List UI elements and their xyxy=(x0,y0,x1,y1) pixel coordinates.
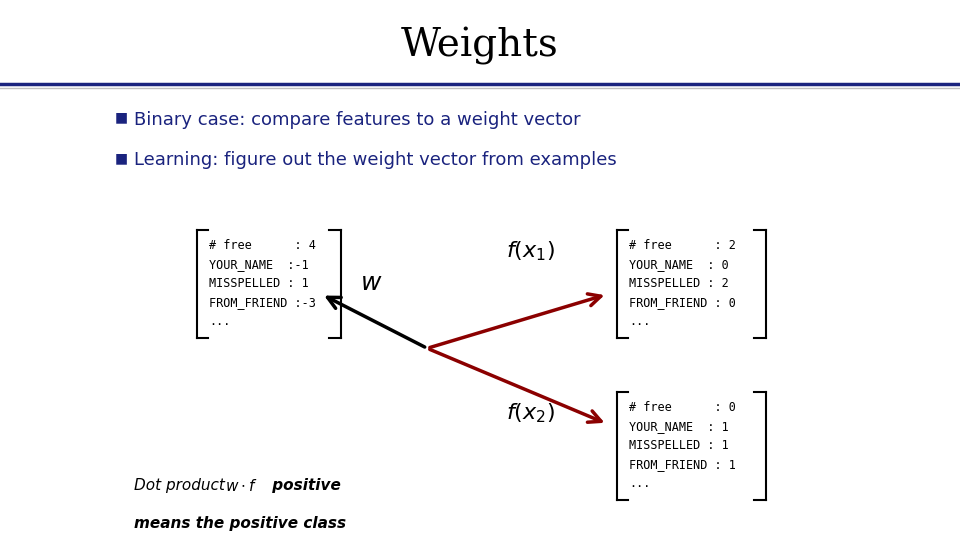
Text: positive: positive xyxy=(267,478,341,493)
Text: $w \cdot f$: $w \cdot f$ xyxy=(225,478,257,494)
Text: Weights: Weights xyxy=(401,27,559,65)
Text: # free      : 4
YOUR_NAME  :-1
MISSPELLED : 1
FROM_FRIEND :-3
...: # free : 4 YOUR_NAME :-1 MISSPELLED : 1 … xyxy=(209,239,316,328)
Text: # free      : 0
YOUR_NAME  : 1
MISSPELLED : 1
FROM_FRIEND : 1
...: # free : 0 YOUR_NAME : 1 MISSPELLED : 1 … xyxy=(630,401,736,490)
Text: means the positive class: means the positive class xyxy=(134,516,347,531)
Text: $w$: $w$ xyxy=(360,272,382,295)
Text: $f(x_2)$: $f(x_2)$ xyxy=(506,401,555,425)
Text: Learning: figure out the weight vector from examples: Learning: figure out the weight vector f… xyxy=(134,151,617,169)
Text: Binary case: compare features to a weight vector: Binary case: compare features to a weigh… xyxy=(134,111,581,129)
Text: # free      : 2
YOUR_NAME  : 0
MISSPELLED : 2
FROM_FRIEND : 0
...: # free : 2 YOUR_NAME : 0 MISSPELLED : 2 … xyxy=(630,239,736,328)
Text: ■: ■ xyxy=(115,111,129,125)
Text: ■: ■ xyxy=(115,151,129,165)
Text: $f(x_1)$: $f(x_1)$ xyxy=(506,239,555,263)
Text: Dot product: Dot product xyxy=(134,478,230,493)
